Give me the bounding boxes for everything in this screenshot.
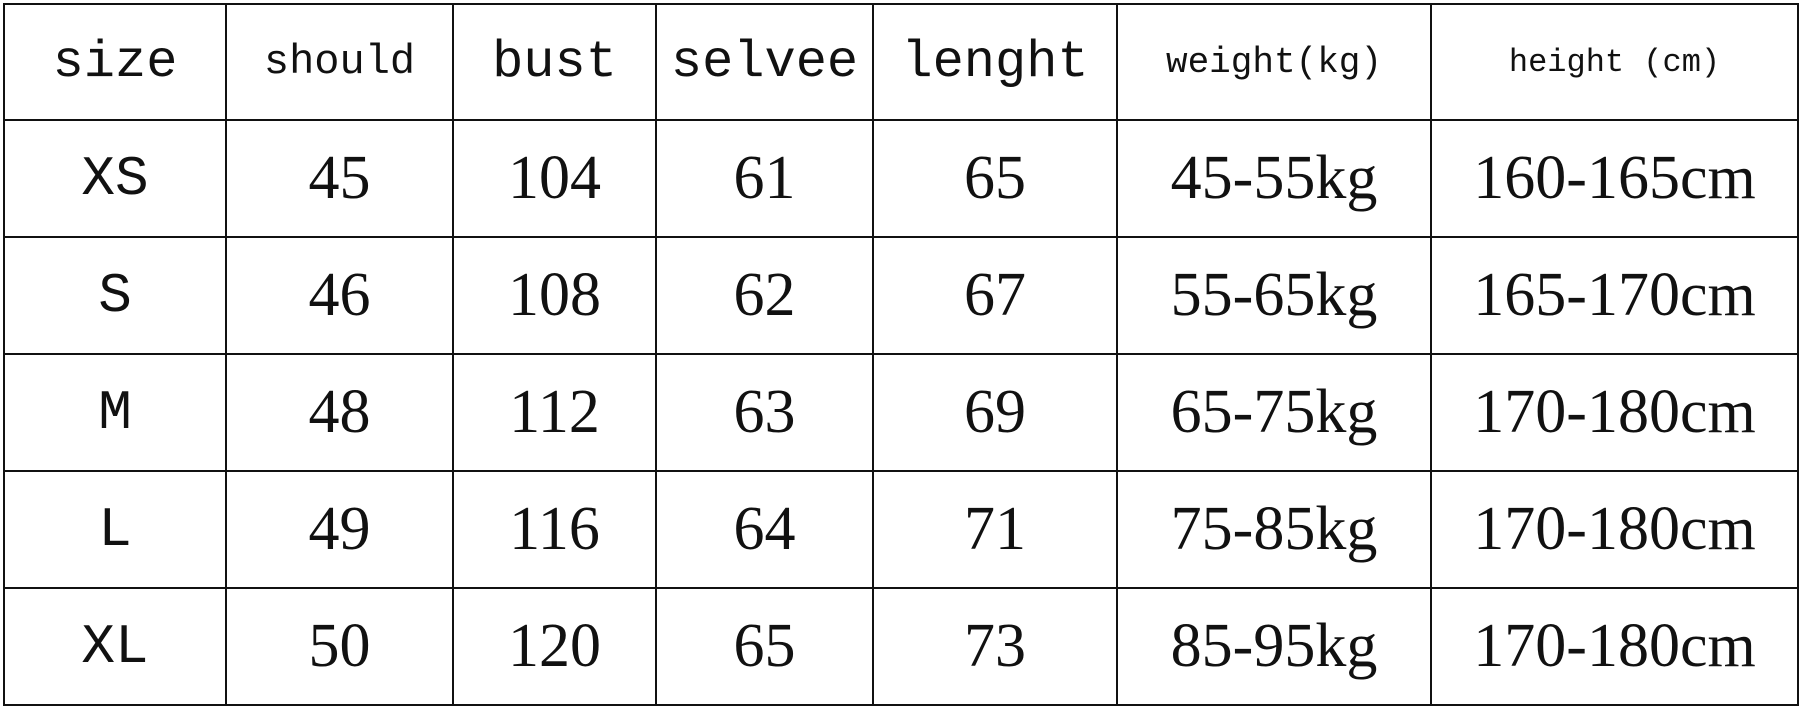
header-row: size should bust selvee lenght weight(kg…	[3, 3, 1799, 121]
cell-lenght: 71	[872, 470, 1118, 589]
cell-should: 46	[225, 236, 454, 355]
cell-height: 170-180cm	[1430, 470, 1799, 589]
table-row: XL 50 120 65 73 85-95kg 170-180cm	[3, 587, 1799, 706]
header-size: size	[3, 3, 227, 121]
cell-weight: 75-85kg	[1116, 470, 1432, 589]
cell-selvee: 65	[655, 587, 874, 706]
cell-bust: 104	[452, 119, 657, 238]
cell-size: M	[3, 353, 227, 472]
cell-should: 45	[225, 119, 454, 238]
cell-height: 165-170cm	[1430, 236, 1799, 355]
cell-lenght: 69	[872, 353, 1118, 472]
header-weight: weight(kg)	[1116, 3, 1432, 121]
cell-weight: 65-75kg	[1116, 353, 1432, 472]
cell-selvee: 61	[655, 119, 874, 238]
cell-size: L	[3, 470, 227, 589]
header-height: height (cm)	[1430, 3, 1799, 121]
table-row: L 49 116 64 71 75-85kg 170-180cm	[3, 470, 1799, 589]
cell-bust: 108	[452, 236, 657, 355]
cell-size: XL	[3, 587, 227, 706]
cell-lenght: 65	[872, 119, 1118, 238]
cell-size: S	[3, 236, 227, 355]
header-lenght: lenght	[872, 3, 1118, 121]
cell-weight: 55-65kg	[1116, 236, 1432, 355]
cell-height: 160-165cm	[1430, 119, 1799, 238]
cell-selvee: 63	[655, 353, 874, 472]
cell-bust: 112	[452, 353, 657, 472]
size-chart-table: size should bust selvee lenght weight(kg…	[3, 3, 1799, 706]
header-selvee: selvee	[655, 3, 874, 121]
cell-should: 50	[225, 587, 454, 706]
table-row: XS 45 104 61 65 45-55kg 160-165cm	[3, 119, 1799, 238]
header-bust: bust	[452, 3, 657, 121]
cell-height: 170-180cm	[1430, 353, 1799, 472]
table-row: S 46 108 62 67 55-65kg 165-170cm	[3, 236, 1799, 355]
cell-lenght: 73	[872, 587, 1118, 706]
cell-should: 48	[225, 353, 454, 472]
cell-lenght: 67	[872, 236, 1118, 355]
cell-height: 170-180cm	[1430, 587, 1799, 706]
table-row: M 48 112 63 69 65-75kg 170-180cm	[3, 353, 1799, 472]
cell-size: XS	[3, 119, 227, 238]
cell-weight: 45-55kg	[1116, 119, 1432, 238]
cell-bust: 116	[452, 470, 657, 589]
header-should: should	[225, 3, 454, 121]
cell-selvee: 62	[655, 236, 874, 355]
cell-selvee: 64	[655, 470, 874, 589]
cell-bust: 120	[452, 587, 657, 706]
cell-weight: 85-95kg	[1116, 587, 1432, 706]
cell-should: 49	[225, 470, 454, 589]
